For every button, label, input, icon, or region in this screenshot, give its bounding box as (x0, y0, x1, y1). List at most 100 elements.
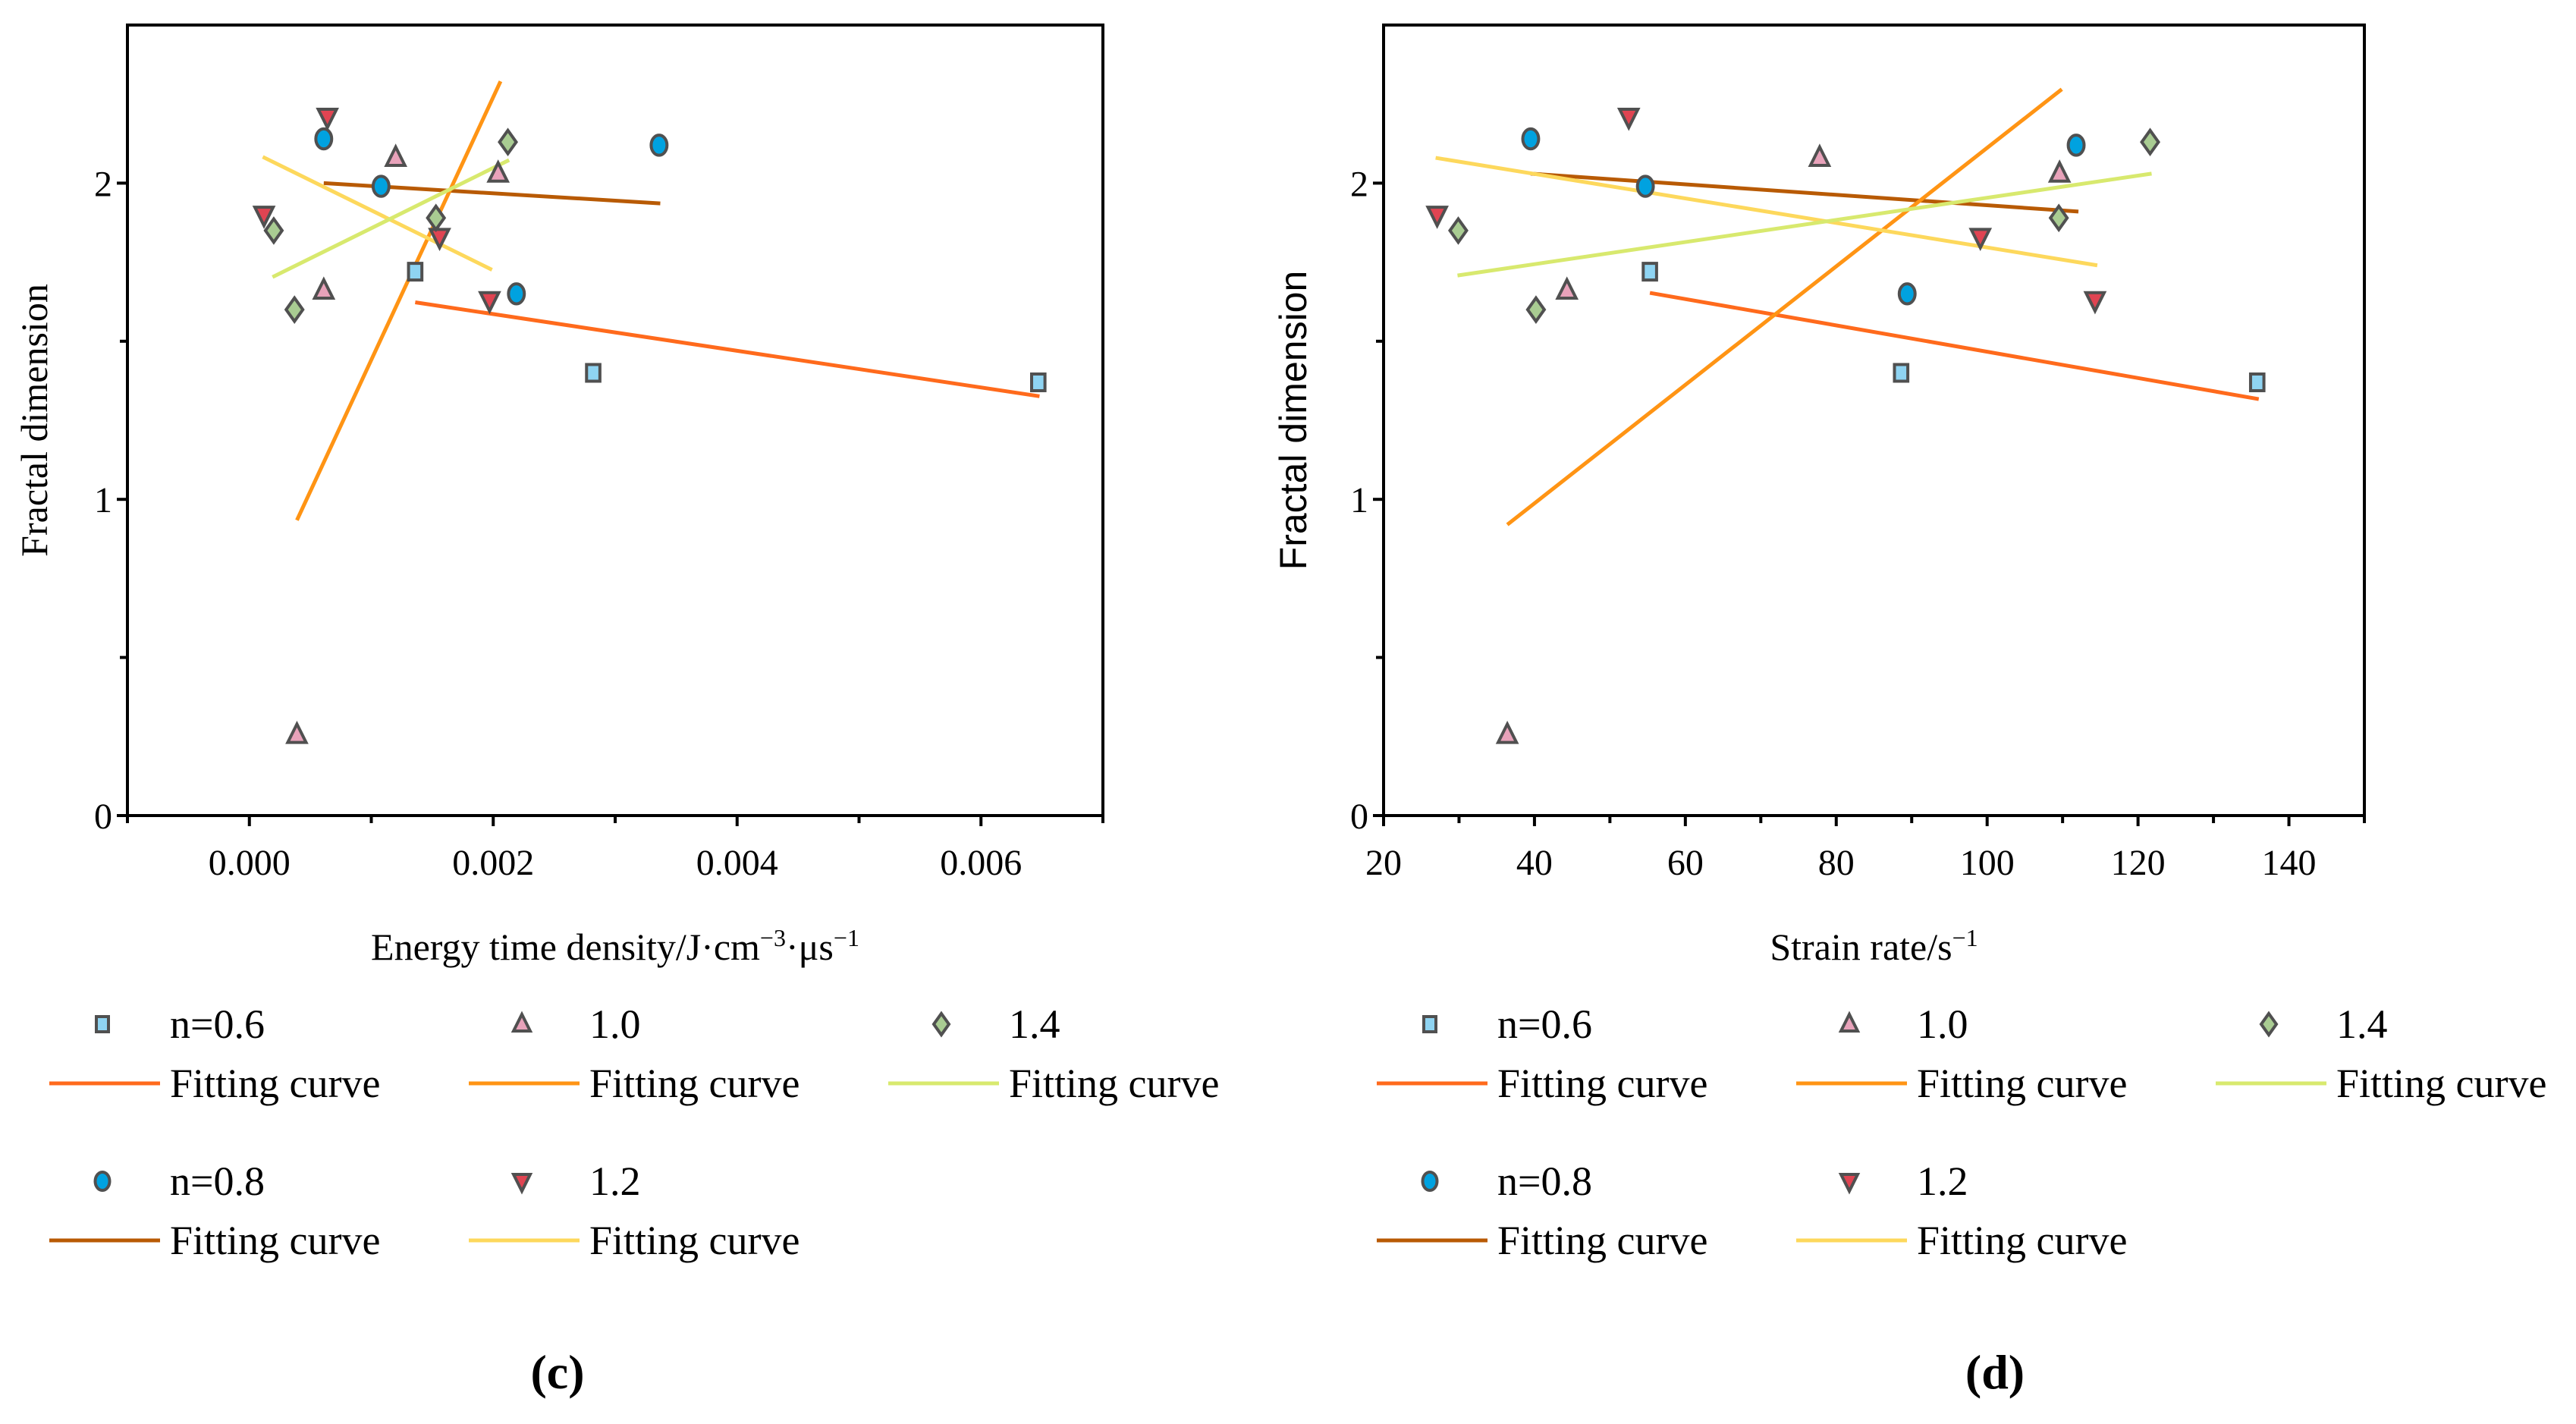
x-tick-label: 0.004 (696, 843, 778, 883)
x-axis-label-text: ·μs (786, 926, 834, 968)
legend-fit-label: Fitting curve (1917, 1061, 2127, 1106)
fit-line-1.2 (1435, 156, 2098, 268)
data-point-diamond (2140, 127, 2160, 157)
data-point-diamond (284, 295, 305, 324)
fit-line-1.0 (1506, 87, 2063, 527)
plot-frame (1382, 24, 2366, 817)
legend-marker (931, 1011, 951, 1038)
legend-entry-3: 1.2 Fitting curve (1796, 1158, 2127, 1263)
x-tick-label: 40 (1516, 843, 1553, 883)
legend-marker (1422, 1015, 1437, 1033)
legend-fit-label: Fitting curve (1917, 1218, 2127, 1263)
fit-line-1.4 (1457, 171, 2152, 278)
data-point-triangle-down (478, 291, 501, 315)
data-point-triangle-down (1425, 206, 1449, 229)
data-point-circle (1521, 127, 1541, 151)
legend-entry-4: 1.4 Fitting curve (888, 1001, 1219, 1106)
legend-series-label: 1.4 (1009, 1001, 1060, 1047)
x-tick-label: 80 (1818, 843, 1855, 883)
data-point-square (1030, 372, 1047, 392)
legend-series-label: 1.2 (589, 1158, 641, 1204)
fit-line-n=0.6 (1649, 291, 2260, 401)
data-point-circle (314, 127, 334, 151)
data-point-circle (371, 174, 391, 198)
y-tick-label: 1 (1350, 480, 1368, 520)
fit-line-1.0 (295, 80, 503, 521)
legend-entry-2: 1.0 Fitting curve (1796, 1001, 2127, 1106)
x-axis-label-text: Energy time density/J·cm (371, 926, 760, 968)
chart-panel-0: 0.000 0.002 0.004 0.006 0 1 2 Fractal dimension… (13, 24, 1219, 1399)
legend-fit-label: Fitting curve (170, 1218, 380, 1263)
data-point-triangle-down (1616, 107, 1641, 131)
x-tick-label: 100 (1960, 843, 2015, 883)
legend-marker (1421, 1171, 1439, 1192)
legend-marker (510, 1011, 533, 1033)
legend-series-label: 1.2 (1917, 1158, 1968, 1204)
x-tick-label: 60 (1667, 843, 1704, 883)
data-point-triangle-down (2083, 291, 2107, 315)
fit-line-n=0.6 (414, 300, 1040, 398)
x-axis-label-superscript: −1 (1952, 924, 1978, 951)
data-point-triangle-down (1968, 228, 1993, 252)
legend-entry-2: 1.0 Fitting curve (469, 1001, 800, 1106)
x-tick-label: 0.006 (940, 843, 1022, 883)
data-point-triangle-up (312, 276, 336, 300)
y-tick-label: 2 (94, 164, 112, 204)
legend-series-label: 1.0 (589, 1001, 641, 1047)
fit-line-n=0.8 (1530, 171, 2079, 214)
data-point-circle (2066, 134, 2086, 157)
data-point-square (1893, 363, 1910, 383)
data-point-triangle-up (285, 720, 309, 744)
legend-marker (93, 1171, 112, 1192)
legend-series-label: 1.4 (2336, 1001, 2388, 1047)
data-point-triangle-up (1495, 720, 1519, 744)
legend-marker (2259, 1011, 2279, 1038)
legend-fit-label: Fitting curve (2336, 1061, 2546, 1106)
data-point-triangle-up (486, 159, 510, 183)
data-point-triangle-up (1555, 276, 1579, 300)
y-tick-label: 2 (1350, 164, 1368, 204)
y-axis-label: Fractal dimension (1272, 271, 1315, 571)
x-axis-label-superscript: −3 (760, 924, 786, 951)
x-tick-label: 0.002 (452, 843, 534, 883)
legend-series-label: n=0.8 (1497, 1158, 1592, 1204)
data-point-diamond (1448, 216, 1469, 245)
x-tick-label: 120 (2111, 843, 2166, 883)
legend-marker (1838, 1173, 1861, 1195)
legend-entry-1: n=0.8 Fitting curve (49, 1158, 380, 1263)
legend-fit-label: Fitting curve (1497, 1061, 1707, 1106)
y-axis-label: Fractal dimension (13, 284, 55, 557)
data-point-triangle-down (428, 228, 451, 252)
data-point-diamond (2048, 203, 2069, 233)
data-point-triangle-up (2047, 159, 2072, 183)
data-point-diamond (263, 216, 284, 245)
panel-caption: (d) (1965, 1345, 2025, 1399)
legend-fit-label: Fitting curve (589, 1218, 800, 1263)
data-point-circle (507, 282, 526, 306)
x-tick-label: 140 (2262, 843, 2317, 883)
x-tick-label: 20 (1365, 843, 1402, 883)
plot-frame (126, 24, 1104, 817)
legend-entry-0: n=0.6 Fitting curve (49, 1001, 380, 1106)
data-point-square (1641, 262, 1658, 282)
data-point-square (2248, 372, 2266, 392)
legend-series-label: 1.0 (1917, 1001, 1968, 1047)
data-point-square (407, 262, 424, 282)
legend-fit-label: Fitting curve (589, 1061, 800, 1106)
legend-marker (95, 1015, 110, 1033)
legend-series-label: n=0.6 (1497, 1001, 1592, 1047)
data-point-diamond (498, 127, 518, 157)
legend-series-label: n=0.8 (170, 1158, 265, 1204)
data-point-diamond (426, 203, 447, 233)
legend-marker (510, 1173, 533, 1195)
x-tick-label: 0.000 (209, 843, 291, 883)
fit-line-1.2 (262, 155, 493, 272)
data-point-triangle-down (252, 206, 276, 229)
y-tick-label: 1 (94, 480, 112, 520)
fit-line-1.4 (272, 158, 510, 279)
legend-entry-0: n=0.6 Fitting curve (1377, 1001, 1707, 1106)
legend-entry-4: 1.4 Fitting curve (2216, 1001, 2546, 1106)
legend-fit-label: Fitting curve (1009, 1061, 1219, 1106)
data-point-circle (1897, 282, 1917, 306)
